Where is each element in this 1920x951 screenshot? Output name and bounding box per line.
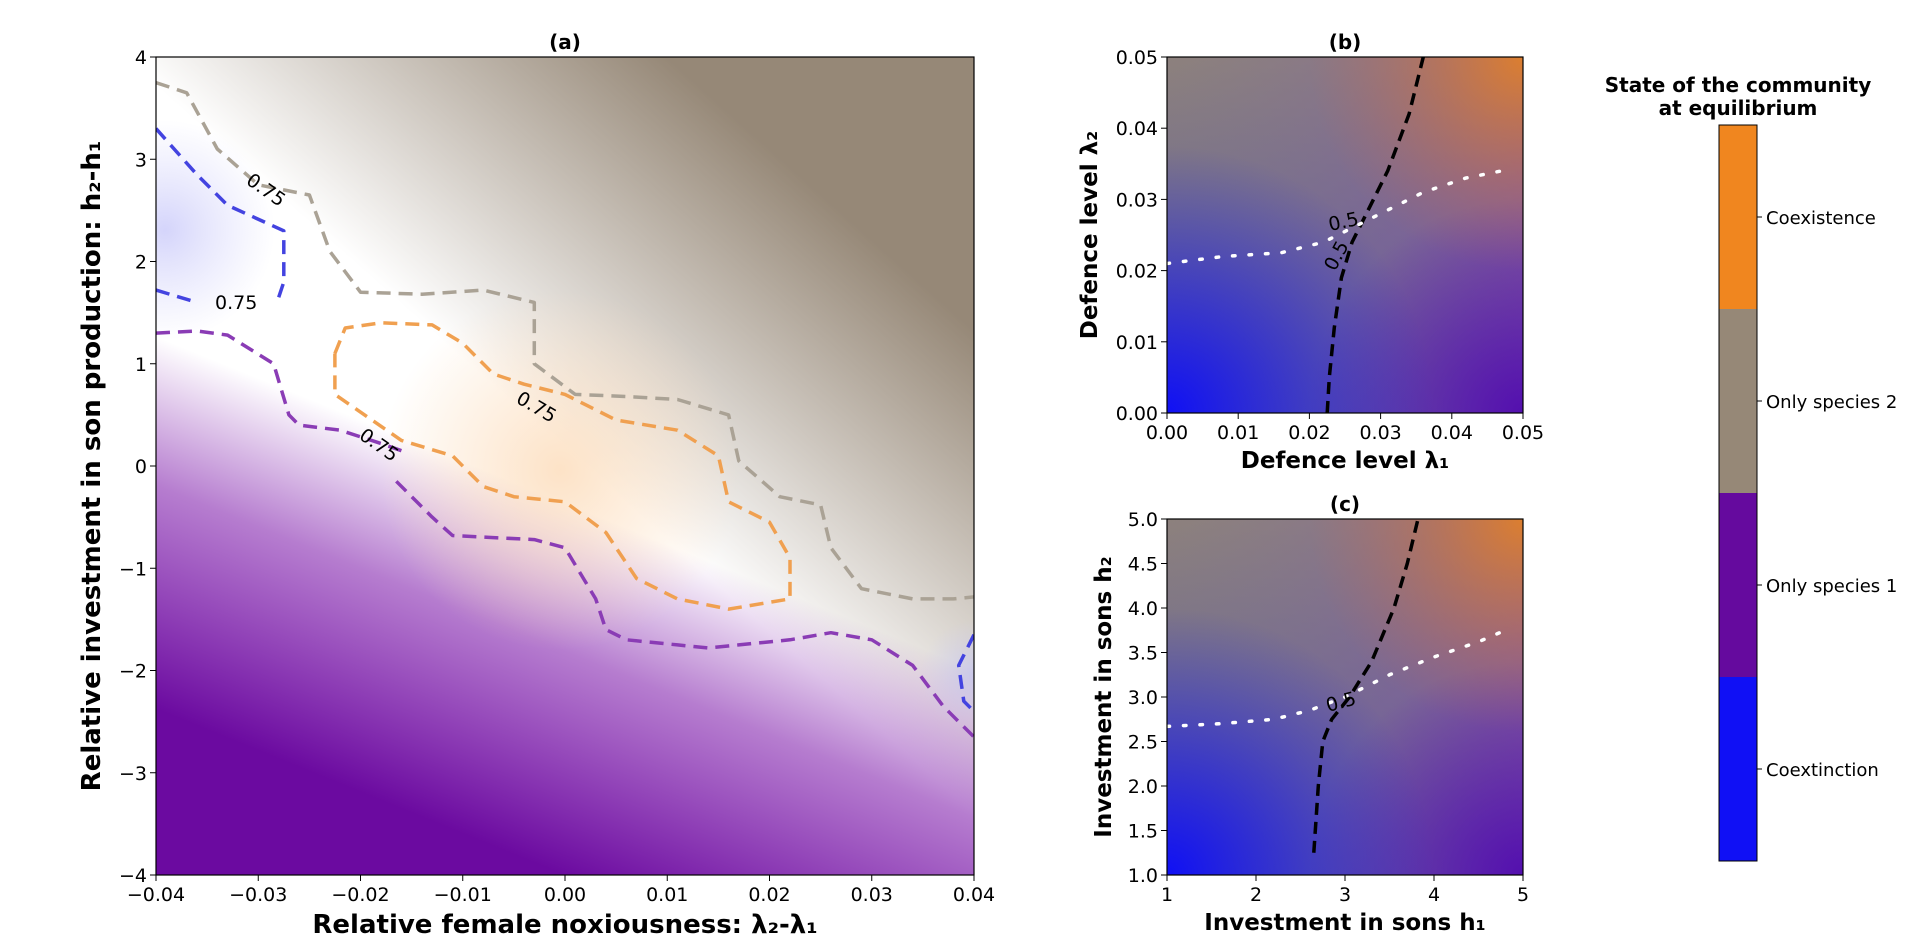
colorbar-label-coextinction: Coextinction (1766, 760, 1879, 781)
panel-a-ylabel: Relative investment in son production: h… (77, 141, 107, 792)
y-tick-label: 1.5 (1128, 821, 1158, 843)
colorbar-swatch-coextinction (1719, 677, 1757, 861)
panel-c: 1 2 3 4 51.01.52.02.53.03.54.04.55.0 0.5 (c)… (1091, 492, 1529, 936)
colorbar-label-only-species-1: Only species 1 (1766, 576, 1897, 597)
panel-b-ticks: 0.00 0.01 0.02 0.03 0.04 0.05 0.00 0.01 0.02 0.03… (1116, 47, 1544, 444)
contour-line (1312, 519, 1420, 853)
x-tick-label: 0.00 (544, 884, 586, 906)
panel-b-contours (1167, 57, 1504, 413)
x-tick-label: 0.01 (1217, 422, 1259, 444)
y-tick-label: 0 (135, 456, 147, 478)
x-tick-label: 0.02 (748, 884, 790, 906)
panel-c-ticks: 1 2 3 4 5 1.0 1.5 2.0 2.5 3.0 3.5 4.0 4.5 5.0 (1128, 509, 1529, 906)
panel-b-heatmap (1167, 57, 1523, 413)
y-tick-label: 0.04 (1116, 118, 1158, 140)
x-tick-label: 2 (1250, 884, 1262, 906)
y-tick-label: 0.02 (1116, 261, 1158, 283)
y-tick-label: 0.01 (1116, 332, 1158, 354)
panel-a-title: (a) (549, 30, 581, 54)
y-tick-label: 2.5 (1128, 732, 1158, 754)
x-tick-label: 4 (1428, 884, 1440, 906)
y-tick-label: 1 (135, 354, 147, 376)
y-tick-label: 4 (135, 47, 147, 69)
contour-line (156, 80, 974, 601)
contour-line (1325, 57, 1425, 413)
y-tick-label: −3 (119, 763, 147, 785)
colorbar-swatch-coexistence (1719, 125, 1757, 309)
panel-c-title: (c) (1330, 492, 1360, 516)
y-tick-label: −4 (119, 865, 147, 887)
y-tick-label: 5.0 (1128, 509, 1158, 531)
colorbar-title-line1: State of the community (1605, 73, 1871, 97)
x-tick-label: 5 (1517, 884, 1529, 906)
x-tick-label: 0.01 (646, 884, 688, 906)
panel-c-heatmap (1167, 519, 1523, 875)
y-tick-label: 3 (135, 149, 147, 171)
x-tick-label: 0.04 (953, 884, 995, 906)
y-tick-label: 4.5 (1128, 554, 1158, 576)
colorbar-label-coexistence: Coexistence (1766, 208, 1876, 229)
panel-b: 0.00 0.01 0.02 0.03 0.04 0.05 0.00 0.01 0.02 0.03… (1077, 30, 1544, 474)
x-tick-label: 0.04 (1431, 422, 1473, 444)
panel-c-xlabel: Investment in sons h₁ (1204, 910, 1485, 936)
x-tick-label: 1 (1161, 884, 1173, 906)
x-tick-label: −0.04 (127, 884, 185, 906)
colorbar-title-line2: at equilibrium (1659, 96, 1818, 120)
contour-line (1167, 169, 1504, 266)
y-tick-label: 0.03 (1116, 189, 1158, 211)
colorbar: State of the community at equilibrium Co… (1605, 73, 1897, 862)
contour-line (956, 633, 974, 713)
y-tick-label: −1 (119, 558, 147, 580)
contour-line (156, 329, 402, 453)
x-tick-label: 0.02 (1288, 422, 1330, 444)
x-tick-label: −0.01 (434, 884, 492, 906)
contour-line (333, 321, 792, 611)
y-tick-label: 4.0 (1128, 598, 1158, 620)
x-tick-label: 0.03 (1359, 422, 1401, 444)
y-tick-label: 3.5 (1128, 643, 1158, 665)
panel-b-frame (1166, 56, 1524, 414)
colorbar-label-only-species-2: Only species 2 (1766, 392, 1897, 413)
panel-b-xlabel: Defence level λ₁ (1241, 448, 1450, 474)
colorbar-swatch-only-species-2 (1719, 309, 1757, 493)
y-tick-label: 2 (135, 252, 147, 274)
panel-c-ylabel: Investment in sons h₂ (1091, 556, 1117, 837)
contour-line (156, 127, 286, 298)
y-tick-label: −2 (119, 661, 147, 683)
y-tick-label: 0.05 (1116, 47, 1158, 69)
contour-line (395, 480, 974, 739)
y-tick-label: 2.0 (1128, 776, 1158, 798)
contour-line (1167, 628, 1507, 729)
y-tick-label: 0.00 (1116, 403, 1158, 425)
colorbar-swatch-only-species-1 (1719, 493, 1757, 677)
colorbar-frame (1718, 124, 1758, 862)
x-tick-label: 3 (1339, 884, 1351, 906)
x-tick-label: −0.02 (331, 884, 389, 906)
panel-b-title: (b) (1329, 30, 1362, 54)
panel-a-xlabel: Relative female noxiousness: λ₂-λ₁ (312, 910, 817, 940)
y-tick-label: 3.0 (1128, 687, 1158, 709)
contour-label-blue: 0.75 (215, 292, 257, 314)
panel-a-heatmap (156, 57, 974, 875)
x-tick-label: 0.03 (851, 884, 893, 906)
contour-line (156, 288, 198, 305)
panel-a-contours (156, 80, 974, 739)
x-tick-label: 0.00 (1146, 422, 1188, 444)
panel-a: −0.04 −0.03 −0.02 −0.01 0.00 0.01 0.02 0.03 0.04… (77, 30, 995, 940)
panel-a-ticks: −0.04 −0.03 −0.02 −0.01 0.00 0.01 0.02 0.03 0.04… (119, 47, 995, 906)
y-tick-label: 1.0 (1128, 865, 1158, 887)
x-tick-label: 0.05 (1502, 422, 1544, 444)
panel-c-contours (1167, 519, 1507, 853)
panel-b-ylabel: Defence level λ₂ (1077, 131, 1103, 340)
x-tick-label: −0.03 (229, 884, 287, 906)
